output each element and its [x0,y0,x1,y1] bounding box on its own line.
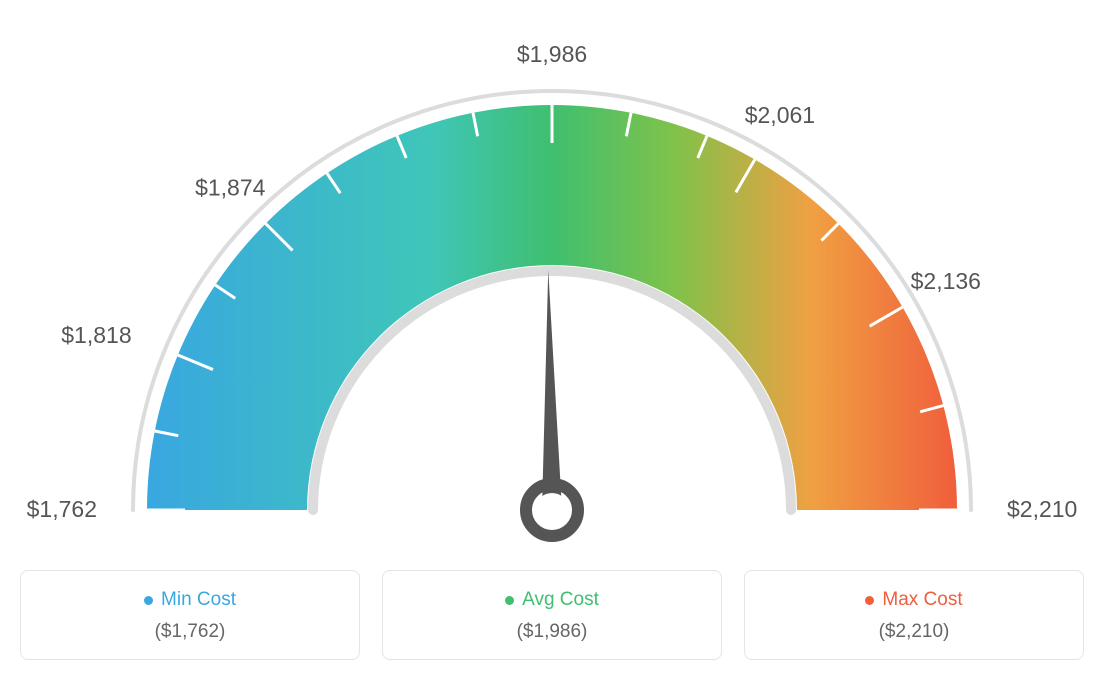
max-cost-card: Max Cost ($2,210) [744,570,1084,660]
min-cost-value: ($1,762) [41,621,339,643]
svg-text:$1,818: $1,818 [61,322,131,348]
min-cost-label: Min Cost [161,589,236,611]
min-cost-title: Min Cost [144,589,236,611]
avg-cost-label: Avg Cost [522,589,599,611]
avg-cost-card: Avg Cost ($1,986) [382,570,722,660]
svg-text:$1,874: $1,874 [195,174,266,200]
dot-icon [144,596,153,605]
gauge-chart: $1,762 $1,818 $1,874 $1,986 $2,061 $2,136 $2,2… [20,20,1084,560]
svg-text:$1,986: $1,986 [517,41,587,67]
max-cost-title: Max Cost [865,589,962,611]
svg-text:$2,061: $2,061 [745,102,815,128]
max-cost-label: Max Cost [882,589,962,611]
avg-cost-title: Avg Cost [505,589,599,611]
svg-text:$1,762: $1,762 [27,496,97,522]
summary-cards: Min Cost ($1,762) Avg Cost ($1,986) Max … [20,570,1084,660]
svg-text:$2,136: $2,136 [911,268,981,294]
svg-text:$2,210: $2,210 [1007,496,1077,522]
max-cost-value: ($2,210) [765,621,1063,643]
dot-icon [505,596,514,605]
avg-cost-value: ($1,986) [403,621,701,643]
dot-icon [865,596,874,605]
min-cost-card: Min Cost ($1,762) [20,570,360,660]
gauge-svg: $1,762 $1,818 $1,874 $1,986 $2,061 $2,136 $2,2… [20,20,1084,560]
